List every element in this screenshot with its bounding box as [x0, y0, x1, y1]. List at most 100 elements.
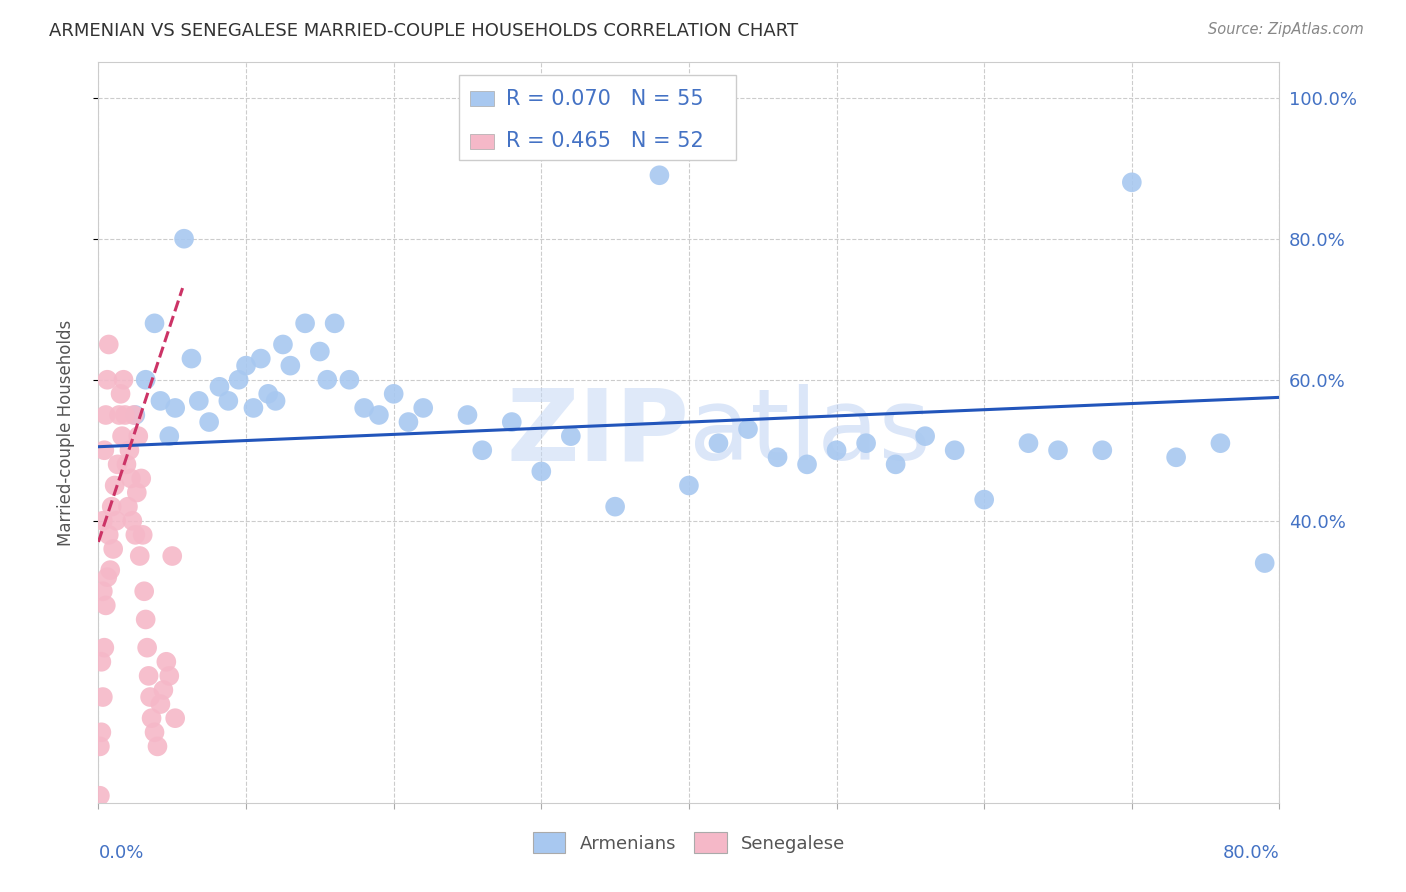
Point [198, 415, 221, 429]
Point [235, 359, 257, 373]
Point [90, 725, 112, 739]
Point [146, 739, 169, 754]
Point [129, 471, 152, 485]
Point [157, 429, 180, 443]
Point [91, 514, 114, 528]
Point [132, 528, 155, 542]
Point [1254, 556, 1277, 570]
Point [323, 316, 346, 330]
Point [1091, 443, 1114, 458]
Point [135, 373, 157, 387]
Point [100, 500, 122, 514]
Point [884, 458, 907, 472]
Point [124, 408, 146, 422]
Point [457, 408, 479, 422]
Point [115, 458, 138, 472]
Point [825, 443, 848, 458]
Point [855, 436, 877, 450]
Point [125, 485, 148, 500]
Point [89, 789, 111, 803]
Point [103, 541, 125, 556]
Point [737, 422, 759, 436]
Point [114, 408, 136, 422]
Point [294, 316, 316, 330]
Point [368, 408, 391, 422]
Point [1046, 443, 1070, 458]
Point [173, 232, 195, 246]
Text: ZIP: ZIP [506, 384, 689, 481]
Point [127, 429, 149, 443]
Point [139, 690, 162, 704]
Text: Source: ZipAtlas.com: Source: ZipAtlas.com [1208, 22, 1364, 37]
Point [97, 528, 120, 542]
Point [1166, 450, 1188, 465]
Point [94, 408, 117, 422]
Point [93, 443, 115, 458]
Point [93, 640, 115, 655]
Point [89, 739, 111, 754]
Point [264, 393, 287, 408]
Point [339, 373, 361, 387]
Point [110, 387, 132, 401]
Point [104, 478, 127, 492]
Point [91, 584, 114, 599]
Point [165, 401, 187, 415]
Y-axis label: Married-couple Households: Married-couple Households [56, 319, 75, 546]
Point [124, 528, 146, 542]
Point [149, 393, 172, 408]
Text: atlas: atlas [689, 384, 931, 481]
Point [1209, 436, 1232, 450]
Point [796, 458, 818, 472]
Point [155, 655, 177, 669]
Point [117, 500, 139, 514]
Point [118, 443, 141, 458]
Point [149, 697, 172, 711]
Point [112, 373, 135, 387]
Point [135, 612, 157, 626]
Point [217, 393, 239, 408]
Point [398, 415, 420, 429]
Point [605, 500, 627, 514]
Point [501, 415, 523, 429]
Point [90, 655, 112, 669]
FancyBboxPatch shape [471, 134, 494, 149]
Point [914, 429, 936, 443]
Text: 0.0%: 0.0% [98, 844, 143, 862]
Point [353, 401, 375, 415]
Point [271, 337, 294, 351]
Point [136, 640, 159, 655]
Legend: Armenians, Senegalese: Armenians, Senegalese [526, 825, 852, 861]
Point [257, 387, 280, 401]
Point [648, 168, 671, 182]
Point [1121, 175, 1143, 189]
Point [122, 408, 145, 422]
FancyBboxPatch shape [471, 92, 494, 106]
Text: ARMENIAN VS SENEGALESE MARRIED-COUPLE HOUSEHOLDS CORRELATION CHART: ARMENIAN VS SENEGALESE MARRIED-COUPLE HO… [49, 22, 799, 40]
Text: R = 0.465   N = 52: R = 0.465 N = 52 [506, 131, 703, 152]
Point [128, 549, 150, 563]
Point [152, 683, 174, 698]
Point [678, 478, 700, 492]
Point [108, 408, 131, 422]
Point [471, 443, 494, 458]
Text: 80.0%: 80.0% [1223, 844, 1279, 862]
Point [96, 570, 118, 584]
Point [309, 344, 332, 359]
Point [97, 337, 120, 351]
Point [412, 401, 434, 415]
Point [1018, 436, 1040, 450]
Point [707, 436, 730, 450]
Point [121, 514, 143, 528]
Point [242, 401, 264, 415]
Point [766, 450, 789, 465]
Point [162, 549, 183, 563]
Text: R = 0.070   N = 55: R = 0.070 N = 55 [506, 89, 703, 109]
Point [105, 514, 128, 528]
Point [120, 471, 142, 485]
Point [111, 429, 134, 443]
Point [250, 351, 273, 366]
Point [280, 359, 302, 373]
Point [141, 711, 163, 725]
Point [316, 373, 339, 387]
Point [157, 669, 180, 683]
